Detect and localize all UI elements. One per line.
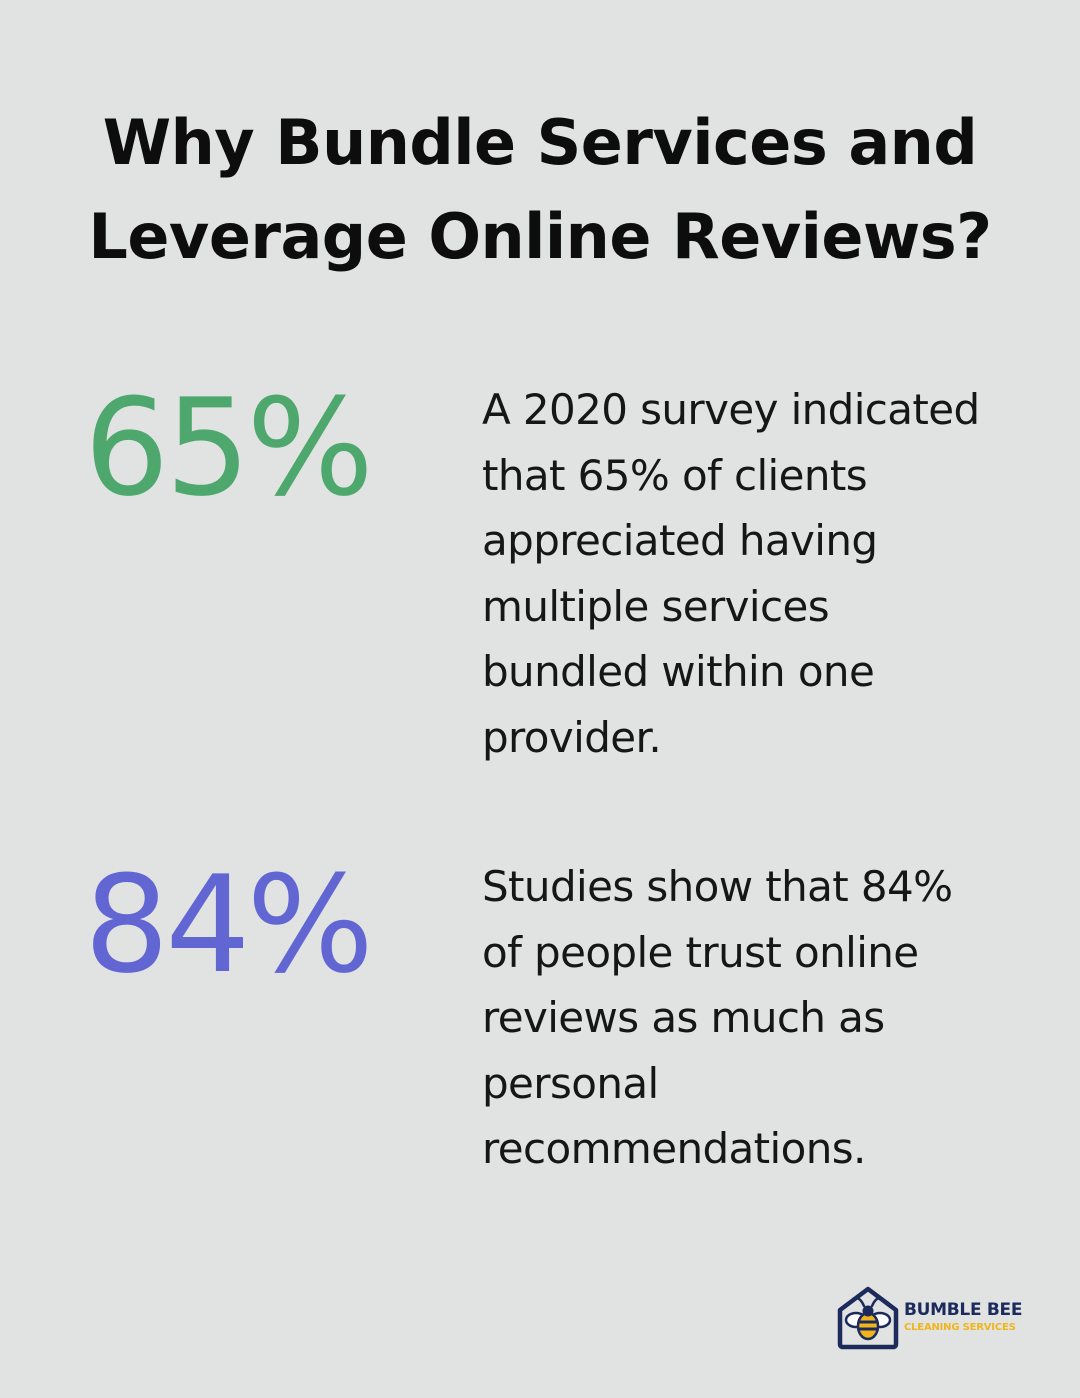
- stat-value: 84%: [84, 847, 374, 1003]
- stat-description-line: recommendations.: [482, 1124, 866, 1173]
- stat-description-line: that 65% of clients: [482, 450, 868, 500]
- stat-description-line: appreciated having: [482, 516, 878, 565]
- stat-value: 65%: [84, 370, 374, 526]
- page-title-line-2: Leverage Online Reviews?: [88, 200, 992, 273]
- brand-logo: BUMBLE BEE CLEANING SERVICES: [832, 1284, 1052, 1350]
- stat-description: A 2020 survey indicated that 65% of clie…: [482, 377, 1042, 770]
- stat-description: Studies show that 84% of people trust on…: [482, 854, 1042, 1182]
- page-title-line-1: Why Bundle Services and: [102, 106, 978, 179]
- page-title: Why Bundle Services and Leverage Online …: [40, 96, 1040, 284]
- stat-description-line: personal: [482, 1058, 659, 1108]
- brand-name: BUMBLE BEE: [904, 1300, 1023, 1320]
- stat-description-line: reviews as much as: [482, 993, 885, 1042]
- brand-tagline: CLEANING SERVICES: [904, 1322, 1016, 1333]
- bee-house-icon: [837, 1286, 899, 1350]
- stat-description-line: multiple services: [482, 581, 830, 631]
- stat-description-line: bundled within one: [482, 647, 875, 696]
- stat-description-line: of people trust online: [482, 927, 919, 977]
- stat-bundled-services: 65% A 2020 survey indicated that 65% of …: [0, 373, 1080, 773]
- stat-description-line: provider.: [482, 712, 662, 762]
- stat-description-line: Studies show that 84%: [482, 862, 953, 911]
- stat-description-line: A 2020 survey indicated: [482, 385, 980, 434]
- stat-online-reviews: 84% Studies show that 84% of people trus…: [0, 850, 1080, 1190]
